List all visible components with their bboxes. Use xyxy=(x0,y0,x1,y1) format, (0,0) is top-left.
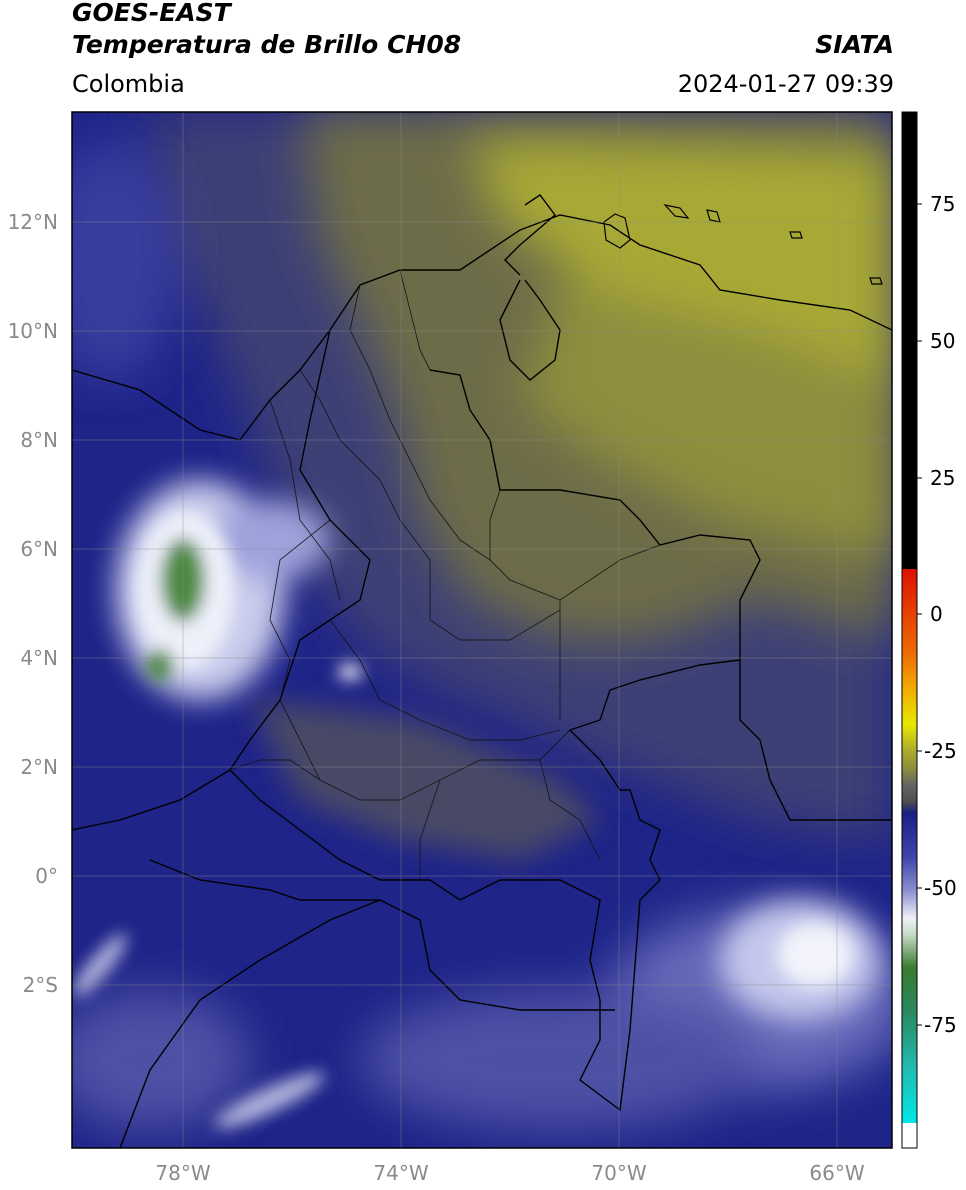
lat-label: 12°N xyxy=(8,210,58,234)
lat-label: 0° xyxy=(35,864,58,888)
colorbar-tick-label: -25 xyxy=(924,739,957,763)
organization-label: SIATA xyxy=(815,30,894,59)
colorbar: 75 50 25 0 -25 -50 -75 xyxy=(901,111,957,1149)
lat-label: 2°N xyxy=(20,755,58,779)
lat-label: 10°N xyxy=(8,319,58,343)
lat-label: 6°N xyxy=(20,537,58,561)
lat-label: 4°N xyxy=(20,646,58,670)
lon-label: 70°W xyxy=(591,1161,646,1185)
map-frame xyxy=(71,111,893,1149)
longitude-labels: 78°W 74°W 70°W 66°W xyxy=(155,1161,864,1185)
colorbar-tick-label: 0 xyxy=(930,602,943,626)
colorbar-black-segment xyxy=(902,112,917,569)
lat-label: 2°S xyxy=(23,973,58,997)
colorbar-frame xyxy=(901,111,918,1149)
colorbar-tick-label: 75 xyxy=(930,192,955,216)
region-label: Colombia xyxy=(72,70,185,98)
latitude-labels: 12°N 10°N 8°N 6°N 4°N 2°N 0° 2°S xyxy=(8,210,58,997)
timestamp-label: 2024-01-27 09:39 xyxy=(677,70,894,98)
colorbar-tick-label: 50 xyxy=(930,329,955,353)
lon-label: 78°W xyxy=(155,1161,210,1185)
satellite-title: GOES-EAST xyxy=(72,0,231,27)
graticule xyxy=(72,112,892,1148)
colorbar-tick-label: -75 xyxy=(924,1013,957,1037)
lat-label: 8°N xyxy=(20,428,58,452)
lon-label: 66°W xyxy=(809,1161,864,1185)
islands xyxy=(603,204,883,285)
colorbar-tick-label: 25 xyxy=(930,466,955,490)
product-title: Temperatura de Brillo CH08 xyxy=(72,30,462,59)
satellite-image xyxy=(72,112,892,1148)
colorbar-tick-label: -50 xyxy=(924,876,957,900)
lon-label: 74°W xyxy=(373,1161,428,1185)
colorbar-gradient xyxy=(902,569,917,1123)
colorbar-white-segment xyxy=(902,1123,917,1148)
